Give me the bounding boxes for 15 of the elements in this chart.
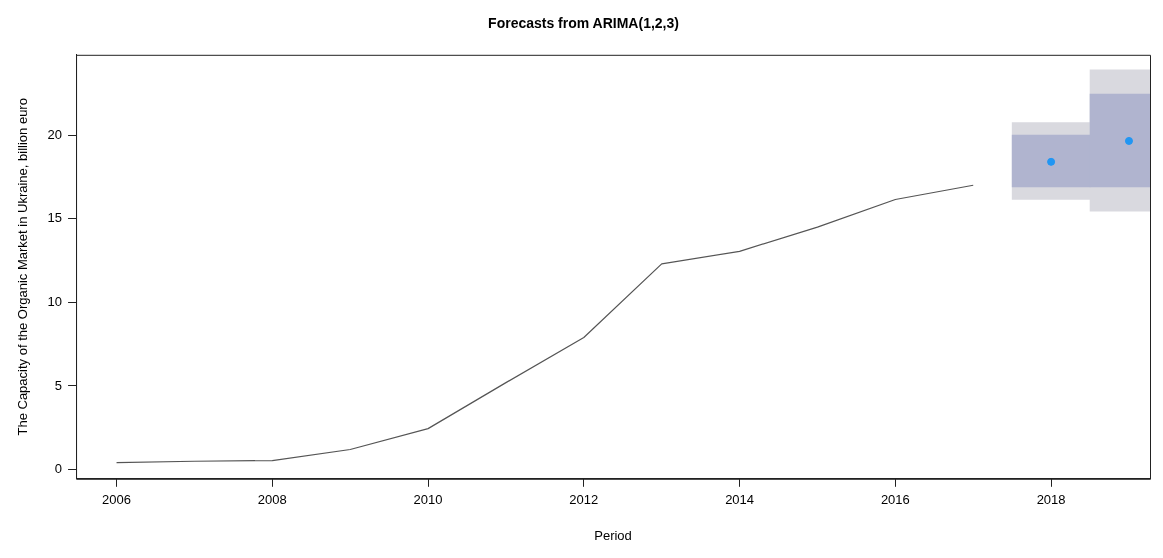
y-tick-label: 0: [54, 461, 63, 477]
y-tick-label: 20: [47, 126, 63, 142]
y-tick-label: 5: [54, 377, 63, 393]
x-tick-label: 2018: [1036, 492, 1066, 508]
x-tick-label: 2010: [413, 492, 443, 508]
y-tick-label: 10: [47, 293, 63, 309]
y-tick-label: 15: [47, 210, 63, 226]
x-tick-label: 2014: [725, 492, 755, 508]
x-tick-label: 2008: [257, 492, 287, 508]
x-tick-label: 2016: [880, 492, 910, 508]
x-axis-title: Period: [594, 527, 632, 543]
chart-title: Forecasts from ARIMA(1,2,3): [488, 15, 679, 32]
x-tick-label: 2012: [569, 492, 599, 508]
y-axis-title: The Capacity of the Organic Market in Ukraine, billion euro: [15, 98, 31, 436]
x-tick-label: 2006: [102, 492, 132, 508]
